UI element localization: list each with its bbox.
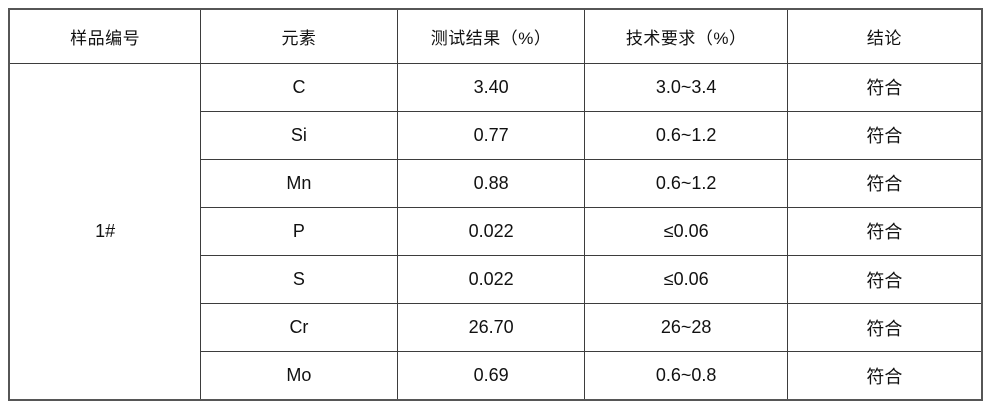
- result-cell: 0.77: [396, 110, 586, 160]
- element-cell: Mn: [200, 158, 398, 208]
- header-sample-id: 样品编号: [8, 8, 202, 64]
- header-test-result: 测试结果（%）: [396, 8, 586, 64]
- element-cell: P: [200, 206, 398, 257]
- requirement-cell: ≤0.06: [584, 206, 788, 257]
- element-cell: S: [200, 255, 398, 305]
- table-row: P 0.022 ≤0.06 符合: [9, 206, 983, 257]
- test-report-table: 样品编号 元素 测试结果（%） 技术要求（%） 结论 1# C 3.40 3.0~…: [8, 8, 983, 401]
- table-row: Si 0.77 0.6~1.2 符合: [9, 110, 983, 160]
- requirement-cell: ≤0.06: [584, 255, 788, 305]
- element-cell: C: [200, 62, 398, 112]
- table-row: Mn 0.88 0.6~1.2 符合: [9, 158, 983, 208]
- table-header-row: 样品编号 元素 测试结果（%） 技术要求（%） 结论: [8, 8, 983, 64]
- conclusion-cell: 符合: [786, 206, 983, 257]
- table-row: Cr 26.70 26~28 符合: [9, 303, 983, 353]
- header-tech-requirement: 技术要求（%）: [584, 8, 788, 64]
- conclusion-cell: 符合: [786, 351, 983, 401]
- result-cell: 3.40: [396, 62, 586, 112]
- sample-id-cell: 1#: [8, 62, 202, 401]
- conclusion-cell: 符合: [786, 62, 983, 112]
- result-cell: 26.70: [396, 303, 586, 353]
- element-cell: Si: [200, 110, 398, 160]
- table-row: 1# C 3.40 3.0~3.4 符合: [8, 62, 983, 401]
- result-cell: 0.022: [396, 255, 586, 305]
- result-cell: 0.69: [396, 351, 586, 401]
- conclusion-cell: 符合: [786, 158, 983, 208]
- table-body: 1# C 3.40 3.0~3.4 符合 Si 0.77 0.6~1.2 符合 M…: [8, 62, 983, 401]
- conclusion-cell: 符合: [786, 255, 983, 305]
- requirement-cell: 26~28: [584, 303, 788, 353]
- conclusion-cell: 符合: [786, 110, 983, 160]
- table-row: S 0.022 ≤0.06 符合: [9, 255, 983, 305]
- element-cell: Mo: [200, 351, 398, 401]
- requirement-cell: 0.6~1.2: [584, 110, 788, 160]
- conclusion-cell: 符合: [786, 303, 983, 353]
- header-element: 元素: [200, 8, 398, 64]
- result-cell: 0.022: [396, 206, 586, 257]
- header-conclusion: 结论: [786, 8, 983, 64]
- requirement-cell: 0.6~1.2: [584, 158, 788, 208]
- element-cell: Cr: [200, 303, 398, 353]
- requirement-cell: 3.0~3.4: [584, 62, 788, 112]
- result-cell: 0.88: [396, 158, 586, 208]
- requirement-cell: 0.6~0.8: [584, 351, 788, 401]
- table-row: Mo 0.69 0.6~0.8 符合: [9, 351, 983, 401]
